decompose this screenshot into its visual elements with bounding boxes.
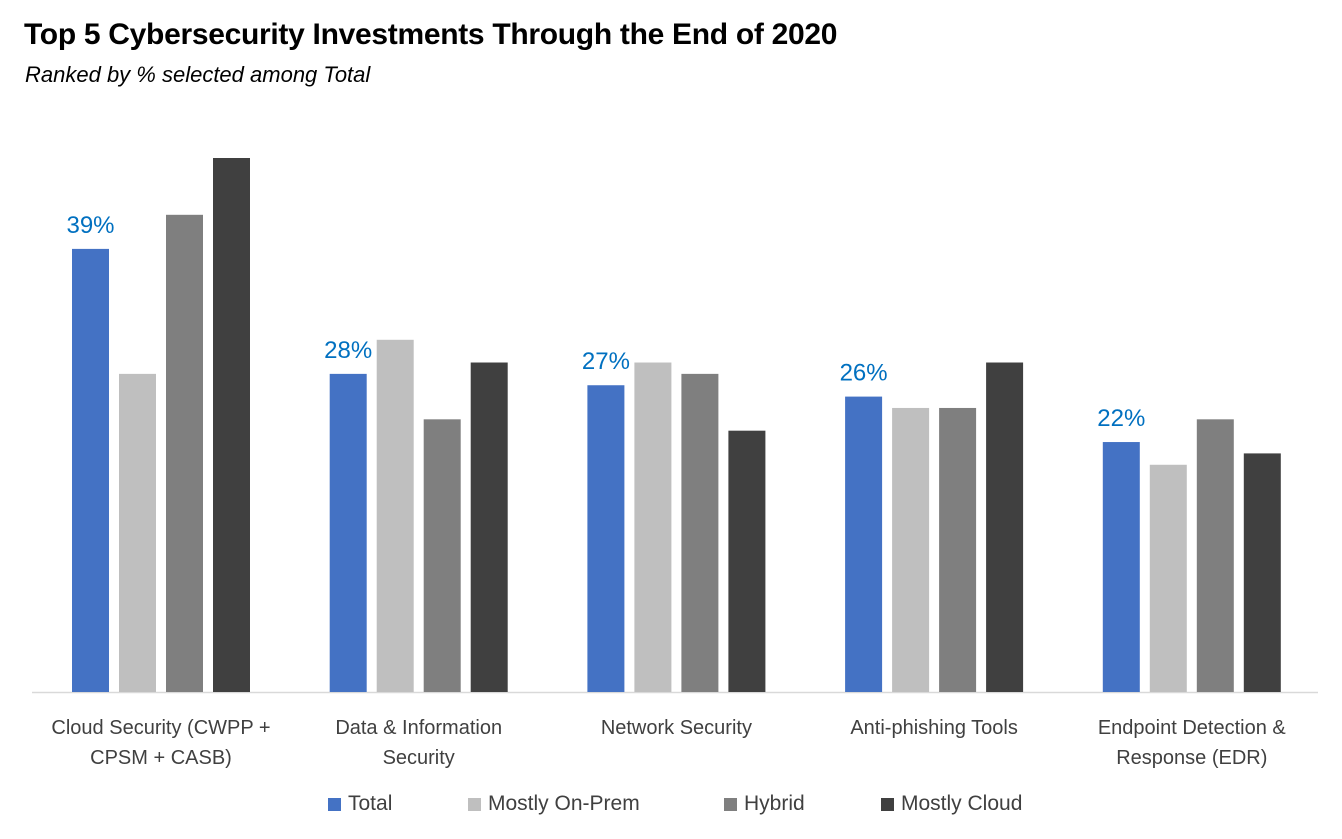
data-label-1: 28% — [324, 337, 372, 364]
bar-hybrid-2 — [681, 373, 719, 692]
bar-mostly-on-prem-3 — [892, 407, 930, 692]
bar-hybrid-3 — [939, 407, 977, 692]
category-label-1-0: Data & Information — [335, 717, 502, 739]
data-label-0: 39% — [66, 212, 114, 239]
legend-swatch-hybrid — [724, 797, 737, 811]
legend-swatch-mostly-cloud — [881, 797, 894, 811]
legend-label-total: Total — [348, 792, 393, 815]
bar-mostly-cloud-1 — [470, 362, 508, 692]
bar-hybrid-1 — [423, 419, 461, 692]
legend-swatch-mostly-on-prem — [468, 797, 481, 811]
chart-subtitle: Ranked by % selected among Total — [25, 62, 371, 87]
data-label-2: 27% — [582, 348, 630, 375]
bar-mostly-cloud-4 — [1243, 453, 1281, 692]
legend-item-mostly-on-prem: Mostly On-Prem — [468, 792, 640, 816]
category-label-0-1: CPSM + CASB) — [90, 747, 232, 769]
bar-total-1 — [329, 373, 367, 692]
legend-swatch-total — [328, 797, 341, 811]
legend-item-hybrid: Hybrid — [724, 792, 805, 816]
legend-label-mostly-cloud: Mostly Cloud — [901, 792, 1023, 815]
bar-hybrid-4 — [1196, 419, 1234, 692]
category-label-3-0: Anti-phishing Tools — [850, 717, 1018, 739]
legend-item-total: Total — [328, 792, 392, 816]
bar-mostly-on-prem-0 — [119, 373, 156, 692]
category-label-0-0: Cloud Security (CWPP + — [51, 717, 270, 739]
bar-total-0 — [72, 248, 109, 692]
bar-mostly-on-prem-4 — [1149, 464, 1187, 692]
legend-item-mostly-cloud: Mostly Cloud — [881, 792, 1022, 816]
data-label-4: 22% — [1097, 405, 1145, 432]
bar-mostly-on-prem-1 — [376, 339, 414, 692]
chart-legend: Total Mostly On-Prem Hybrid Mostly Cloud — [0, 792, 1342, 818]
chart-title: Top 5 Cybersecurity Investments Through … — [24, 18, 838, 51]
bar-total-2 — [587, 385, 625, 692]
bar-mostly-on-prem-2 — [634, 362, 672, 692]
category-label-4-0: Endpoint Detection & — [1098, 717, 1287, 739]
bar-total-4 — [1102, 442, 1140, 692]
category-label-1-1: Security — [383, 747, 455, 769]
bar-mostly-cloud-0 — [213, 158, 250, 692]
category-label-4-1: Response (EDR) — [1116, 747, 1267, 769]
bar-mostly-cloud-2 — [728, 430, 766, 692]
legend-label-mostly-on-prem: Mostly On-Prem — [488, 792, 640, 815]
bar-total-3 — [845, 396, 883, 692]
bar-mostly-cloud-3 — [986, 362, 1024, 692]
bar-hybrid-0 — [166, 214, 203, 692]
category-label-2-0: Network Security — [601, 717, 752, 739]
data-label-3: 26% — [840, 360, 888, 387]
legend-label-hybrid: Hybrid — [744, 792, 805, 815]
